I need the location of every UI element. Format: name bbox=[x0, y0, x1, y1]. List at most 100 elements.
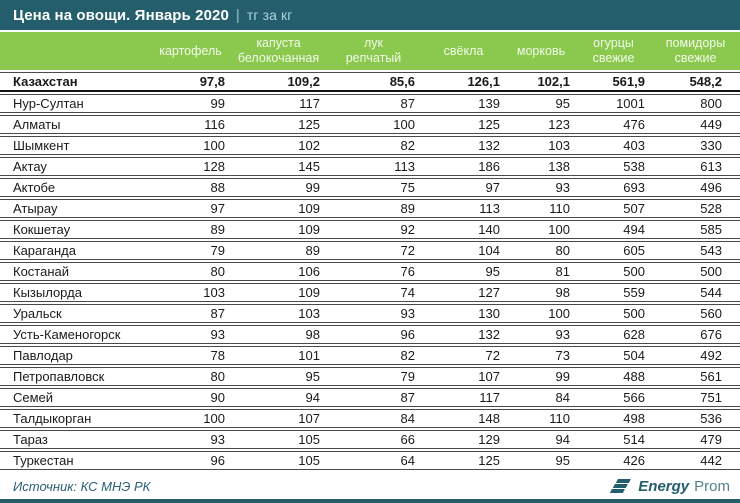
price-cell: 605 bbox=[576, 241, 651, 260]
table-row: Актау 128 145 113 186 138 538 613 bbox=[0, 157, 740, 176]
table-row: Кокшетау 89 109 92 140 100 494 585 bbox=[0, 220, 740, 239]
row-label: Казахстан bbox=[0, 72, 150, 92]
price-cell: 514 bbox=[576, 430, 651, 449]
price-cell: 528 bbox=[651, 199, 740, 218]
price-cell: 99 bbox=[231, 178, 326, 197]
bottom-divider bbox=[0, 499, 740, 503]
price-cell: 96 bbox=[326, 325, 421, 344]
table-header-row: картофель капуста белокочанная лук репчаты… bbox=[0, 32, 740, 70]
price-cell: 102 bbox=[231, 136, 326, 155]
price-cell: 87 bbox=[326, 94, 421, 113]
price-cell: 95 bbox=[231, 367, 326, 386]
price-cell: 561 bbox=[651, 367, 740, 386]
price-cell: 128 bbox=[150, 157, 231, 176]
row-label: Алматы bbox=[0, 115, 150, 134]
price-cell: 117 bbox=[421, 388, 506, 407]
row-label: Усть-Каменогорск bbox=[0, 325, 150, 344]
price-cell: 116 bbox=[150, 115, 231, 134]
price-cell: 103 bbox=[231, 304, 326, 323]
price-cell: 110 bbox=[506, 199, 576, 218]
price-cell: 449 bbox=[651, 115, 740, 134]
table-row: Уральск 87 103 93 130 100 500 560 bbox=[0, 304, 740, 323]
price-cell: 97 bbox=[421, 178, 506, 197]
price-cell: 100 bbox=[506, 304, 576, 323]
price-cell: 123 bbox=[506, 115, 576, 134]
price-cell: 64 bbox=[326, 451, 421, 470]
price-cell: 496 bbox=[651, 178, 740, 197]
price-cell: 560 bbox=[651, 304, 740, 323]
row-label: Нур-Султан bbox=[0, 94, 150, 113]
price-cell: 103 bbox=[150, 283, 231, 302]
price-cell: 88 bbox=[150, 178, 231, 197]
row-label: Туркестан bbox=[0, 451, 150, 470]
energyprom-logo: Energy Prom bbox=[610, 478, 730, 495]
price-cell: 107 bbox=[421, 367, 506, 386]
row-label: Петропавловск bbox=[0, 367, 150, 386]
price-cell: 613 bbox=[651, 157, 740, 176]
row-label: Семей bbox=[0, 388, 150, 407]
price-cell: 559 bbox=[576, 283, 651, 302]
price-cell: 78 bbox=[150, 346, 231, 365]
price-cell: 106 bbox=[231, 262, 326, 281]
price-cell: 186 bbox=[421, 157, 506, 176]
row-label: Кызылорда bbox=[0, 283, 150, 302]
price-cell: 492 bbox=[651, 346, 740, 365]
price-cell: 148 bbox=[421, 409, 506, 428]
price-cell: 93 bbox=[506, 178, 576, 197]
title-unit-label: тг за кг bbox=[246, 7, 293, 23]
row-label: Кокшетау bbox=[0, 220, 150, 239]
price-cell: 82 bbox=[326, 136, 421, 155]
row-label: Костанай bbox=[0, 262, 150, 281]
price-cell: 488 bbox=[576, 367, 651, 386]
price-cell: 94 bbox=[231, 388, 326, 407]
price-cell: 145 bbox=[231, 157, 326, 176]
price-cell: 109,2 bbox=[231, 72, 326, 92]
column-header: картофель bbox=[150, 32, 231, 70]
column-header: свёкла bbox=[421, 32, 506, 70]
price-cell: 125 bbox=[231, 115, 326, 134]
price-cell: 76 bbox=[326, 262, 421, 281]
column-header: помидоры свежие bbox=[651, 32, 740, 70]
row-label: Караганда bbox=[0, 241, 150, 260]
price-cell: 538 bbox=[576, 157, 651, 176]
price-cell: 109 bbox=[231, 199, 326, 218]
table-row: Костанай 80 106 76 95 81 500 500 bbox=[0, 262, 740, 281]
price-table: картофель капуста белокочанная лук репчаты… bbox=[0, 30, 740, 472]
price-cell: 95 bbox=[506, 94, 576, 113]
price-cell: 101 bbox=[231, 346, 326, 365]
row-label: Уральск bbox=[0, 304, 150, 323]
price-cell: 74 bbox=[326, 283, 421, 302]
table-footer: Источник: КС МНЭ РК Energy Prom bbox=[0, 472, 740, 497]
price-cell: 132 bbox=[421, 136, 506, 155]
price-cell: 500 bbox=[651, 262, 740, 281]
row-label: Талдыкорган bbox=[0, 409, 150, 428]
price-cell: 693 bbox=[576, 178, 651, 197]
price-cell: 504 bbox=[576, 346, 651, 365]
price-cell: 127 bbox=[421, 283, 506, 302]
table-row: Тараз 93 105 66 129 94 514 479 bbox=[0, 430, 740, 449]
price-cell: 132 bbox=[421, 325, 506, 344]
row-label: Актау bbox=[0, 157, 150, 176]
price-cell: 130 bbox=[421, 304, 506, 323]
price-cell: 1001 bbox=[576, 94, 651, 113]
price-cell: 93 bbox=[150, 430, 231, 449]
table-row: Казахстан 97,8 109,2 85,6 126,1 102,1 561,9 548… bbox=[0, 72, 740, 92]
price-cell: 403 bbox=[576, 136, 651, 155]
price-cell: 93 bbox=[150, 325, 231, 344]
price-cell: 75 bbox=[326, 178, 421, 197]
price-cell: 100 bbox=[326, 115, 421, 134]
price-cell: 109 bbox=[231, 220, 326, 239]
price-cell: 84 bbox=[506, 388, 576, 407]
price-cell: 94 bbox=[506, 430, 576, 449]
price-cell: 494 bbox=[576, 220, 651, 239]
price-cell: 105 bbox=[231, 430, 326, 449]
table-row: Актобе 88 99 75 97 93 693 496 bbox=[0, 178, 740, 197]
price-cell: 95 bbox=[506, 451, 576, 470]
price-cell: 79 bbox=[150, 241, 231, 260]
price-cell: 100 bbox=[150, 136, 231, 155]
price-cell: 125 bbox=[421, 115, 506, 134]
row-label: Павлодар bbox=[0, 346, 150, 365]
price-cell: 87 bbox=[150, 304, 231, 323]
price-cell: 73 bbox=[506, 346, 576, 365]
